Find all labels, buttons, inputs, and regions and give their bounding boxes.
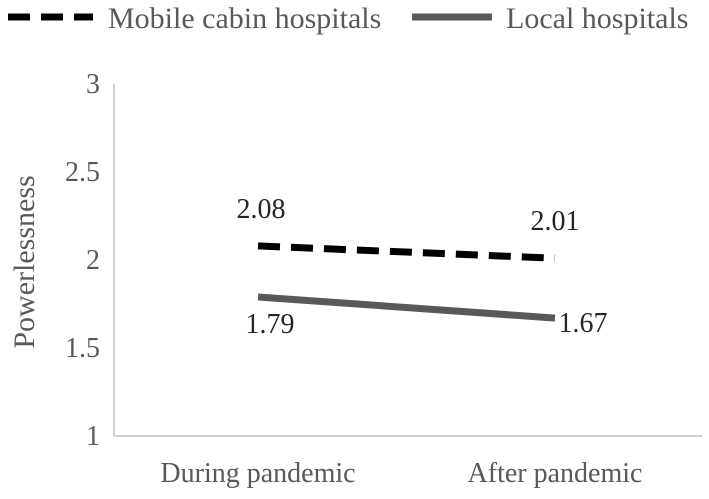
legend: Mobile cabin hospitals Local hospitals	[8, 2, 688, 35]
y-ticks: 1 1.5 2 2.5 3	[65, 69, 100, 452]
x-ticks: During pandemic After pandemic	[160, 458, 642, 489]
x-tick-label: After pandemic	[468, 458, 643, 489]
series-line-mobile-cabin	[257, 242, 556, 262]
y-axis-label: Powerlessness	[8, 175, 41, 348]
data-label-local-after: 1.67	[559, 308, 608, 339]
data-label-mobile-after: 2.01	[531, 206, 580, 237]
y-tick-label: 1	[86, 421, 100, 452]
x-tick-label: During pandemic	[160, 458, 355, 489]
legend-label-local: Local hospitals	[506, 2, 688, 35]
y-tick-label: 3	[86, 69, 100, 100]
y-tick-label: 2	[86, 245, 100, 276]
y-tick-label: 1.5	[65, 333, 100, 364]
series-line-local	[257, 293, 556, 322]
data-label-local-during: 1.79	[246, 309, 295, 340]
data-label-mobile-during: 2.08	[237, 194, 286, 225]
y-tick-label: 2.5	[65, 157, 100, 188]
legend-label-mobile-cabin: Mobile cabin hospitals	[108, 2, 381, 35]
